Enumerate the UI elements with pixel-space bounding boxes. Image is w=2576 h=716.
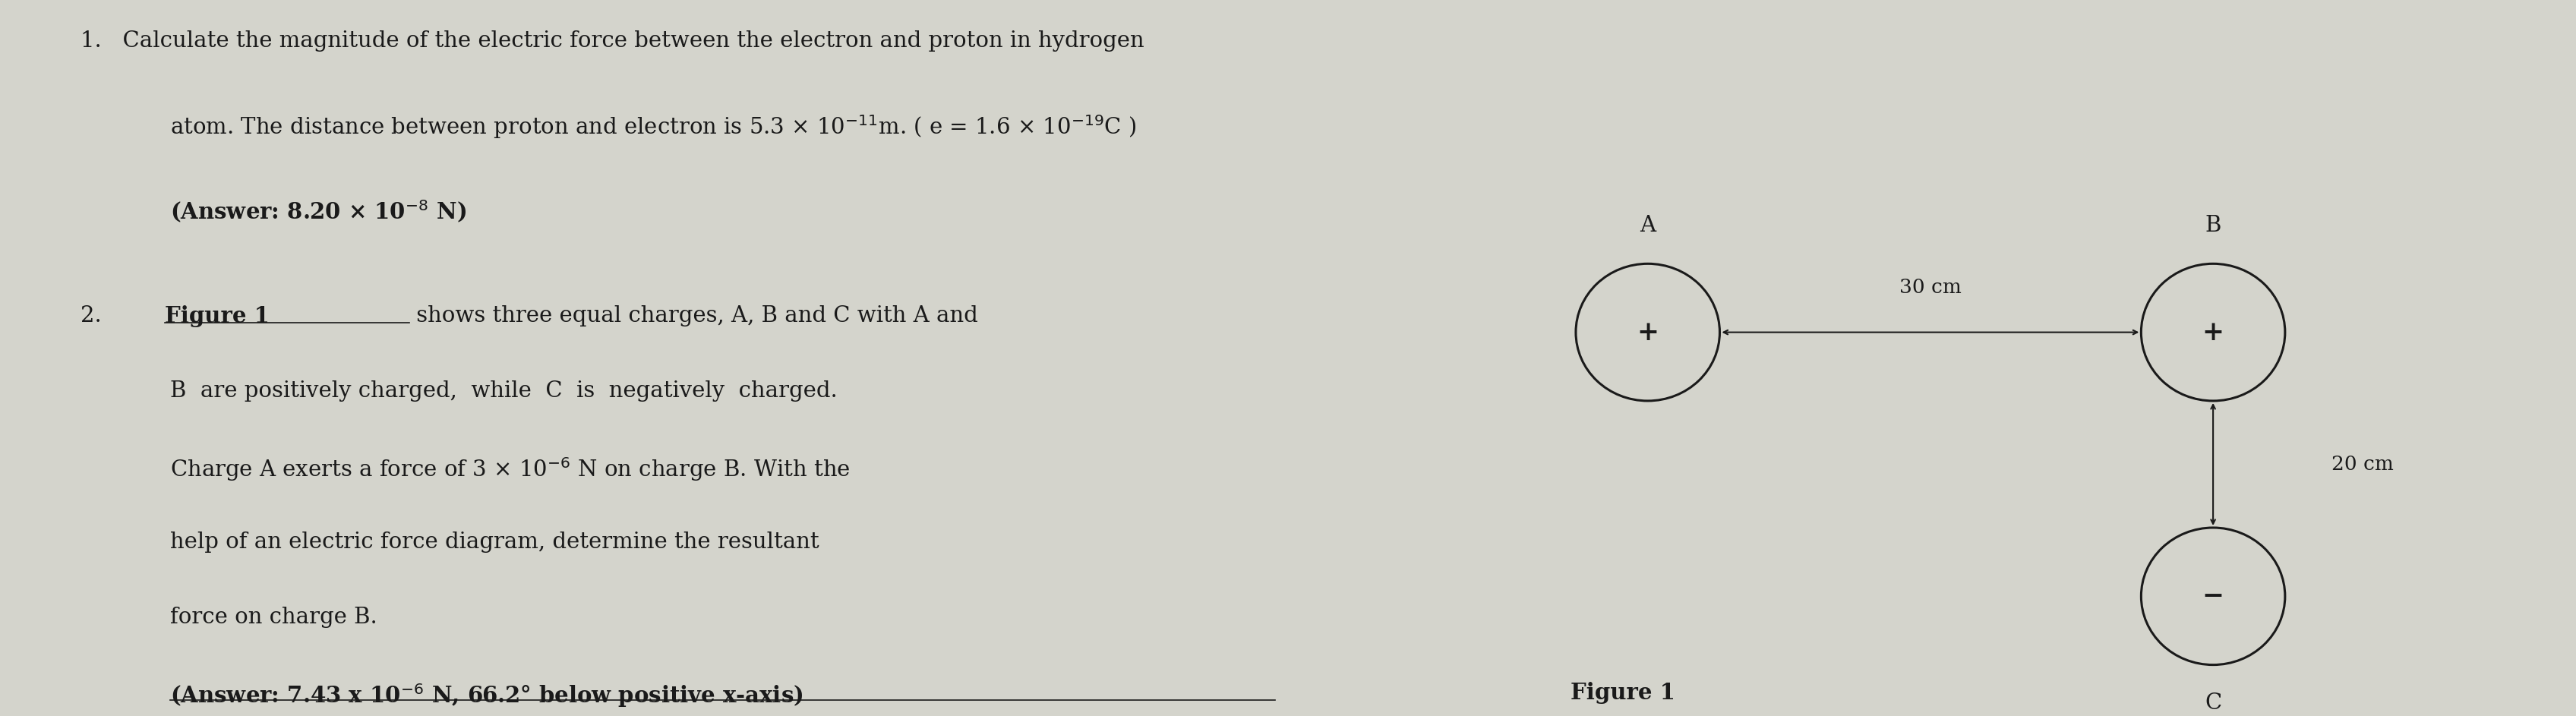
Text: 30 cm: 30 cm	[1899, 279, 1960, 297]
Text: +: +	[1636, 319, 1659, 345]
Text: +: +	[2202, 319, 2223, 345]
Text: 20 cm: 20 cm	[2331, 455, 2393, 474]
Text: Figure 1: Figure 1	[165, 305, 270, 327]
Text: Figure 1: Figure 1	[1571, 682, 1674, 704]
Text: Charge A exerts a force of 3 × 10$^{-6}$ N on charge B. With the: Charge A exerts a force of 3 × 10$^{-6}$…	[170, 455, 850, 483]
Text: C: C	[2205, 692, 2221, 714]
Text: atom. The distance between proton and electron is 5.3 × 10$^{-11}$m. ( e = 1.6 ×: atom. The distance between proton and el…	[170, 113, 1136, 140]
Text: shows three equal charges, A, B and C with A and: shows three equal charges, A, B and C wi…	[410, 305, 979, 326]
Text: 2.: 2.	[80, 305, 100, 326]
Text: 1.   Calculate the magnitude of the electric force between the electron and prot: 1. Calculate the magnitude of the electr…	[80, 31, 1144, 52]
Text: B: B	[2205, 215, 2221, 236]
Text: force on charge B.: force on charge B.	[170, 606, 376, 628]
Text: −: −	[2202, 584, 2223, 609]
Text: (Answer: 7.43 x 10$^{-6}$ N, 66.2° below positive x-axis): (Answer: 7.43 x 10$^{-6}$ N, 66.2° below…	[170, 682, 804, 710]
Text: (Answer: 8.20 × 10$^{-8}$ N): (Answer: 8.20 × 10$^{-8}$ N)	[170, 198, 466, 225]
Text: B  are positively charged,  while  C  is  negatively  charged.: B are positively charged, while C is neg…	[170, 380, 837, 402]
Text: A: A	[1641, 215, 1656, 236]
Text: help of an electric force diagram, determine the resultant: help of an electric force diagram, deter…	[170, 531, 819, 552]
